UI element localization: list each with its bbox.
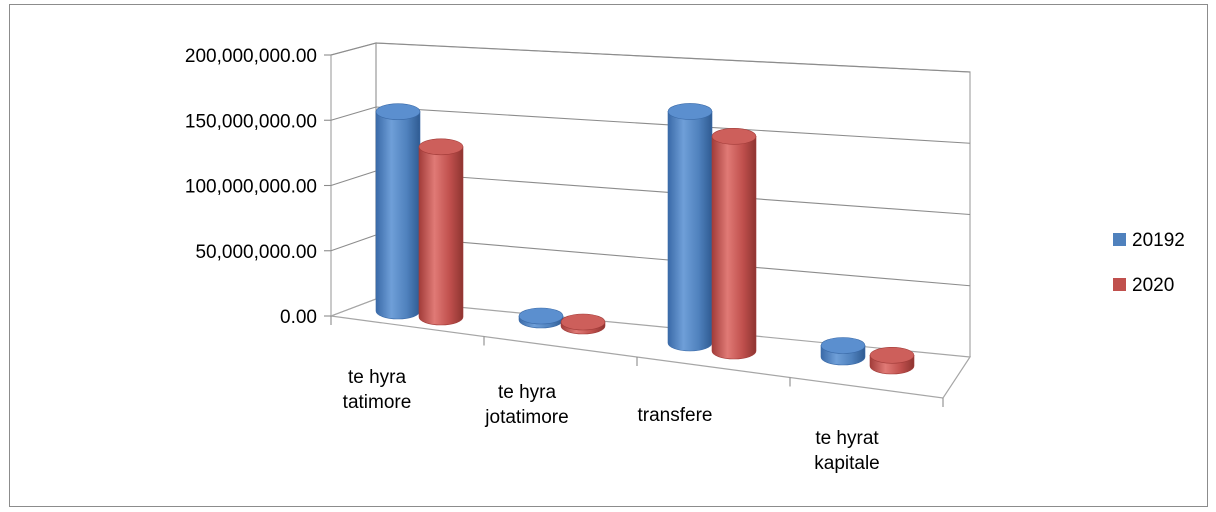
- bar-20192-2: [667, 103, 713, 352]
- y-tick-label: 200,000,000.00: [185, 46, 317, 67]
- bar-20192-0: [375, 103, 421, 320]
- gridline-side: [330, 42, 377, 56]
- bar-2020-2: [711, 128, 757, 360]
- y-tick-label: 0.00: [280, 307, 317, 328]
- legend-label: 2020: [1132, 275, 1174, 296]
- legend-swatch: [1113, 278, 1126, 291]
- gridline-side: [330, 234, 377, 252]
- gridline-side: [330, 170, 377, 187]
- legend-item: 20192: [1113, 230, 1185, 251]
- x-tick-label: te hyra tatimore: [343, 367, 412, 413]
- bars: [375, 103, 915, 375]
- x-tick-label: te hyra jotatimore: [484, 382, 568, 428]
- x-tick-label: transfere: [638, 405, 713, 426]
- x-tick-label: te hyrat kapitale: [814, 428, 880, 474]
- y-tick-label: 150,000,000.00: [185, 111, 317, 132]
- bar-20192-1: [518, 307, 564, 329]
- legend-label: 20192: [1132, 230, 1185, 251]
- y-tick-label: 100,000,000.00: [185, 177, 317, 198]
- side-wall: [330, 42, 377, 317]
- legend-item: 2020: [1113, 275, 1174, 296]
- bar-2020-0: [418, 138, 464, 326]
- gridline: [375, 42, 971, 73]
- bar-20192-3: [820, 337, 866, 366]
- floor: [330, 298, 972, 399]
- legend-swatch: [1113, 233, 1126, 246]
- bar-2020-3: [869, 346, 915, 375]
- y-tick-label: 50,000,000.00: [195, 242, 317, 263]
- bar-2020-1: [560, 313, 606, 335]
- x-axis-ticks: te hyra tatimore te hyra jotatimore transfer…: [330, 316, 944, 474]
- legend: 20192 2020: [1113, 230, 1185, 296]
- y-axis-ticks: 0.00 50,000,000.00 100,000,000.00 150,000,0…: [185, 46, 331, 328]
- gridline-side: [330, 106, 377, 121]
- chart-frame: [9, 4, 1208, 507]
